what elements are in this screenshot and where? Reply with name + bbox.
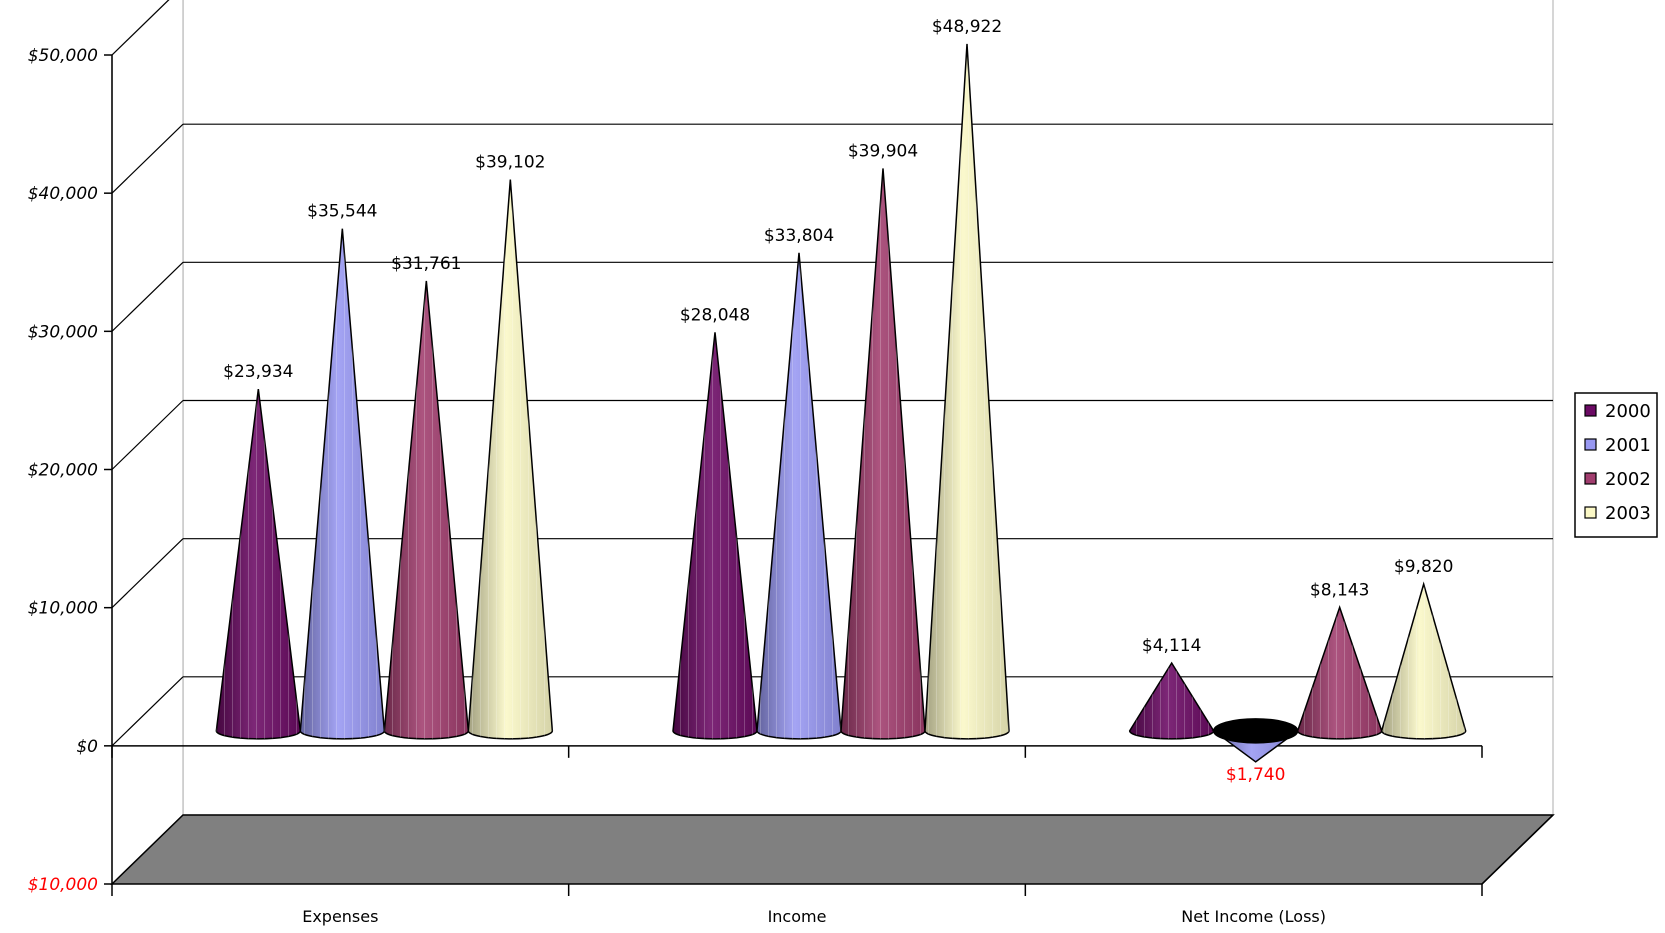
gridline-side: [111, 676, 184, 747]
y-tick-label: $40,000: [28, 184, 98, 204]
data-label: $48,922: [932, 17, 1002, 37]
legend-swatch: [1584, 438, 1597, 451]
cone-2002-income: [840, 168, 926, 740]
cone-2000-expenses: [215, 389, 302, 740]
legend-label: 2000: [1605, 401, 1651, 422]
cone-stripes: [1381, 584, 1466, 739]
legend-label: 2002: [1605, 469, 1651, 490]
data-label: $23,934: [223, 362, 293, 382]
cone-stripes: [757, 252, 841, 739]
data-label: $39,102: [475, 153, 545, 173]
cone-2001-income: [756, 252, 842, 740]
y-tick-label: $30,000: [28, 322, 98, 342]
cone-2003-expenses: [467, 179, 554, 740]
legend: 2000 2001 2002 2003: [1574, 392, 1658, 538]
y-tick-label: $10,000: [28, 599, 98, 619]
cone-stripes: [673, 332, 757, 739]
cone-2001-net-income-loss-: [1211, 718, 1300, 763]
cone-2003-income: [924, 43, 1010, 740]
category-label: Income: [768, 907, 827, 926]
data-label: $39,904: [848, 141, 918, 161]
gridline-side: [111, 0, 170, 56]
cone-stripes: [384, 281, 469, 739]
cone-2001-expenses: [299, 228, 386, 740]
y-tick-label: $10,000: [28, 875, 98, 895]
data-label: $28,048: [680, 305, 750, 325]
cone-2002-net-income-loss-: [1296, 604, 1383, 740]
cone-stripes: [216, 389, 301, 739]
data-label: $1,740: [1226, 765, 1285, 785]
legend-swatch: [1584, 404, 1597, 417]
gridline-side: [111, 538, 184, 609]
gridline-side: [111, 400, 184, 470]
data-label: $4,114: [1142, 636, 1201, 656]
legend-swatch: [1584, 506, 1597, 519]
cone-stripes: [925, 43, 1009, 739]
gridline-side: [111, 123, 184, 194]
data-label: $8,143: [1310, 580, 1369, 600]
category-label: Net Income (Loss): [1181, 907, 1326, 926]
data-label: $33,804: [764, 226, 834, 246]
legend-label: 2003: [1605, 503, 1651, 524]
cone-top-face: [1212, 718, 1299, 744]
gridline-side: [111, 261, 184, 332]
legend-swatch: [1584, 472, 1597, 485]
legend-label: 2001: [1605, 435, 1651, 456]
y-tick-label: $50,000: [28, 46, 98, 66]
y-tick-label: $0: [76, 737, 98, 757]
y-tick-label: $20,000: [28, 461, 98, 481]
cone-2000-net-income-loss-: [1128, 661, 1215, 740]
category-label: Expenses: [302, 907, 378, 926]
cone-2003-net-income-loss-: [1380, 581, 1467, 740]
cone-stripes: [468, 179, 553, 739]
cone-stripes: [841, 168, 925, 739]
cone-stripes: [1297, 607, 1382, 739]
data-label: $9,820: [1394, 557, 1453, 577]
cone-stripes: [300, 228, 385, 739]
chart-floor: [110, 814, 1555, 885]
cone-2000-income: [672, 332, 758, 740]
cone-stripes: [1129, 662, 1214, 739]
floor-right-edge: [1481, 814, 1554, 885]
cone-2002-expenses: [383, 280, 470, 740]
side-wall: [111, 0, 184, 886]
data-label: $35,544: [307, 202, 377, 222]
data-label: $31,761: [391, 254, 461, 274]
